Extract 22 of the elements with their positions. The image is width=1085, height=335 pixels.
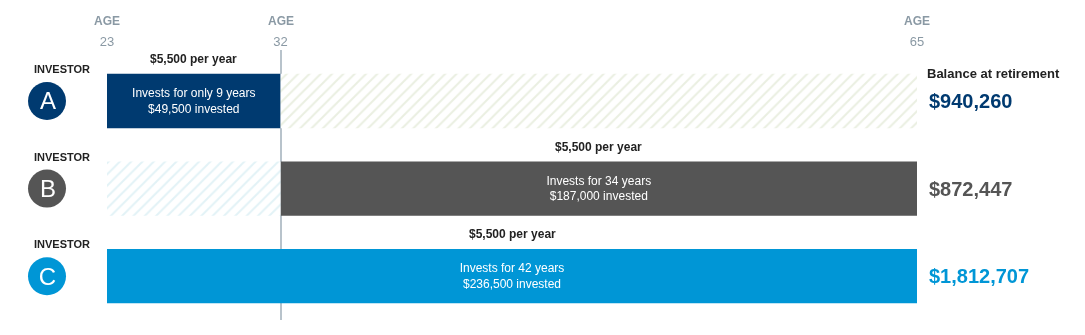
y-tick-label: A (39, 87, 56, 115)
text: AGE (94, 14, 121, 28)
y-tick-label: B (39, 175, 56, 202)
data-label: Invests for 34 years $187,000 invested (546, 173, 652, 204)
data-label: Invests for only 9 years $49,500 invested (132, 86, 256, 116)
text: $940,260 (929, 90, 1013, 112)
text: Balance at retirement (927, 66, 1060, 81)
text: AGE (268, 14, 295, 28)
x-tick-label: 23 (99, 34, 115, 50)
text: INVESTOR (34, 151, 91, 163)
text: $1,812,707 (929, 265, 1030, 287)
text: INVESTOR (34, 238, 91, 250)
annotation: $5,500 per year (469, 227, 557, 241)
text: $872,447 (929, 178, 1013, 200)
text: AGE (904, 14, 931, 28)
x-tick-label: 32 (273, 34, 288, 50)
x-tick-label: 65 (909, 34, 925, 50)
annotation: $5,500 per year (150, 52, 238, 66)
text: INVESTOR (34, 63, 91, 75)
data-label: Invests for 42 years $236,500 invested (459, 261, 565, 291)
annotation: $5,500 per year (555, 140, 643, 154)
y-tick-label: C (38, 262, 56, 290)
